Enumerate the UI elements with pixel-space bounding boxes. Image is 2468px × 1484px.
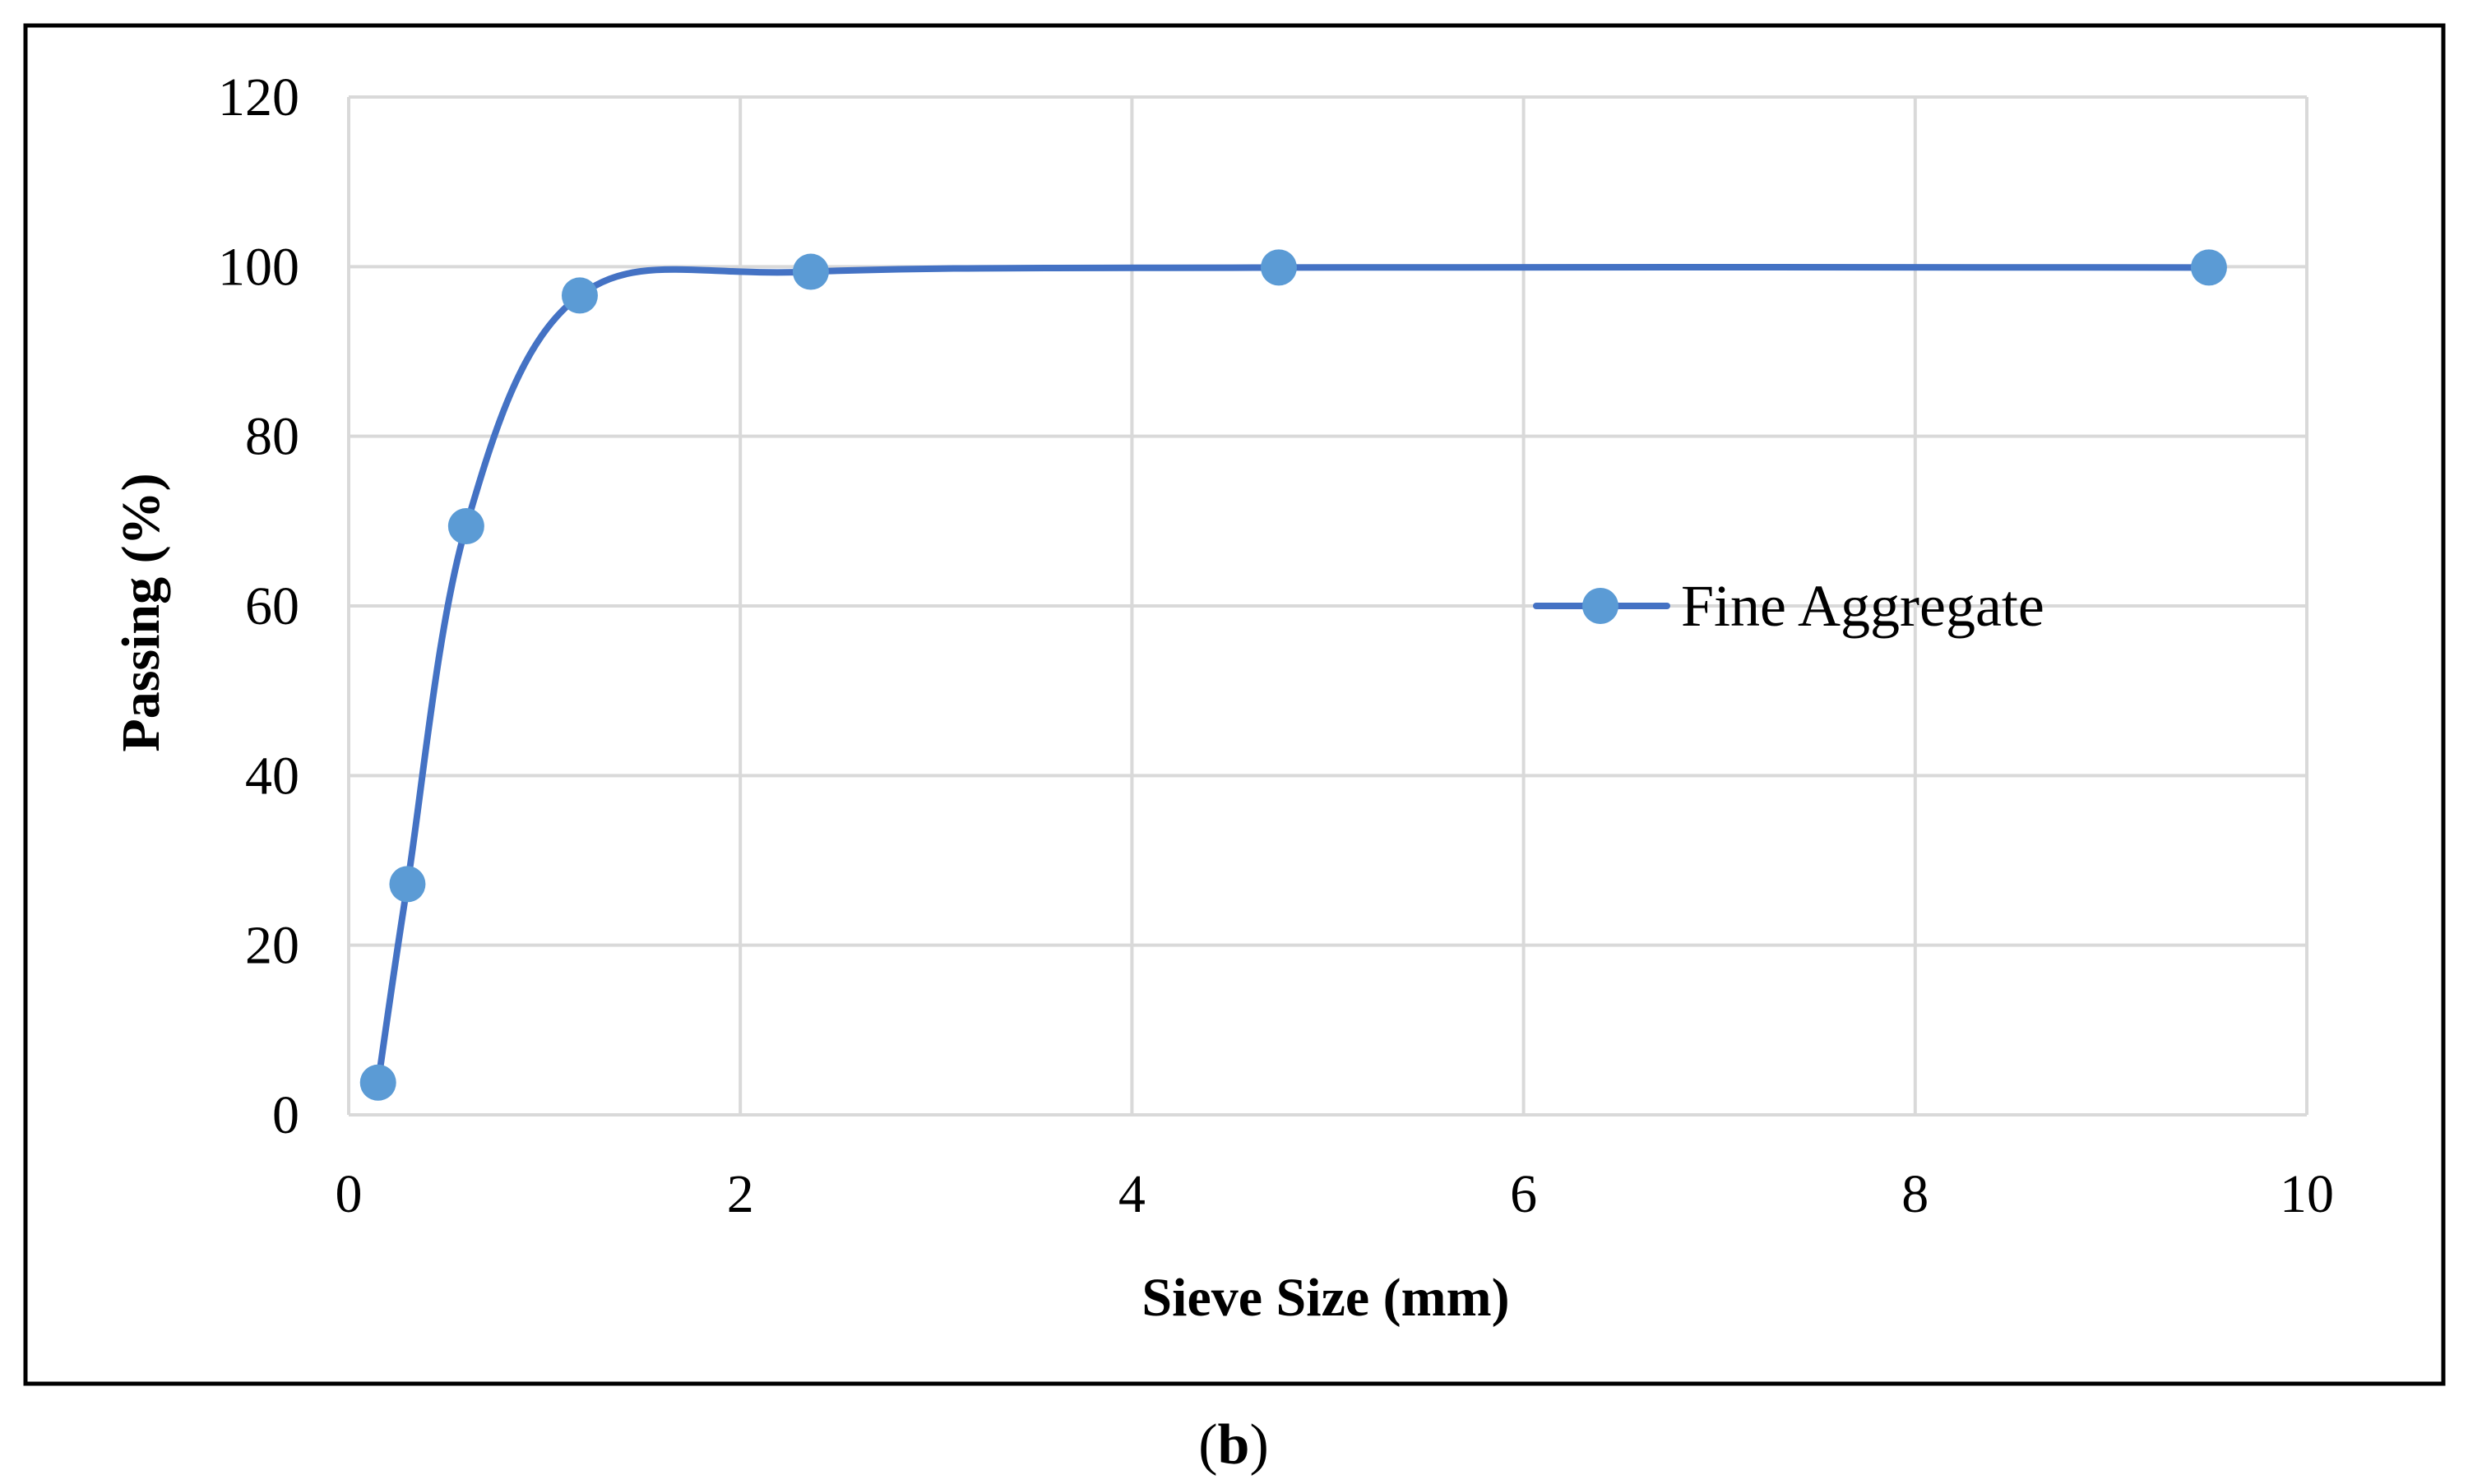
y-tick-label: 120 — [218, 67, 299, 127]
y-tick-label: 80 — [245, 407, 299, 467]
legend: Fine Aggregate — [1533, 573, 2044, 639]
y-tick-label: 0 — [272, 1085, 299, 1145]
series-line — [374, 263, 2212, 1086]
tick-labels: 0 20 40 60 80 100 120 0 2 4 6 8 10 — [218, 67, 2334, 1224]
data-point — [792, 253, 829, 290]
data-point — [359, 1064, 396, 1101]
chart-frame — [23, 23, 2446, 1386]
data-point — [447, 508, 484, 545]
caption-letter: b — [1218, 1413, 1250, 1477]
y-tick-label: 40 — [245, 746, 299, 806]
data-point — [561, 277, 598, 314]
caption-close: ) — [1249, 1413, 1268, 1477]
x-tick-label: 10 — [2280, 1164, 2334, 1224]
y-axis-title: Passing (%) — [111, 473, 171, 751]
x-tick-label: 2 — [727, 1164, 754, 1224]
data-point — [389, 866, 426, 903]
legend-label: Fine Aggregate — [1681, 573, 2044, 639]
x-tick-label: 6 — [1510, 1164, 1537, 1224]
x-axis-title: Sieve Size (mm) — [1141, 1268, 1509, 1328]
x-tick-label: 4 — [1118, 1164, 1146, 1224]
y-tick-label: 20 — [245, 916, 299, 976]
caption-open: ( — [1198, 1413, 1217, 1477]
data-point — [2190, 249, 2227, 286]
x-tick-label: 0 — [336, 1164, 363, 1224]
series-layer — [359, 249, 2227, 1101]
data-point — [1260, 249, 1297, 286]
figure-caption: (b) — [1198, 1413, 1269, 1477]
y-tick-label: 60 — [245, 576, 299, 636]
y-tick-label: 100 — [218, 237, 299, 297]
x-tick-label: 8 — [1901, 1164, 1929, 1224]
legend-marker — [1582, 588, 1618, 624]
